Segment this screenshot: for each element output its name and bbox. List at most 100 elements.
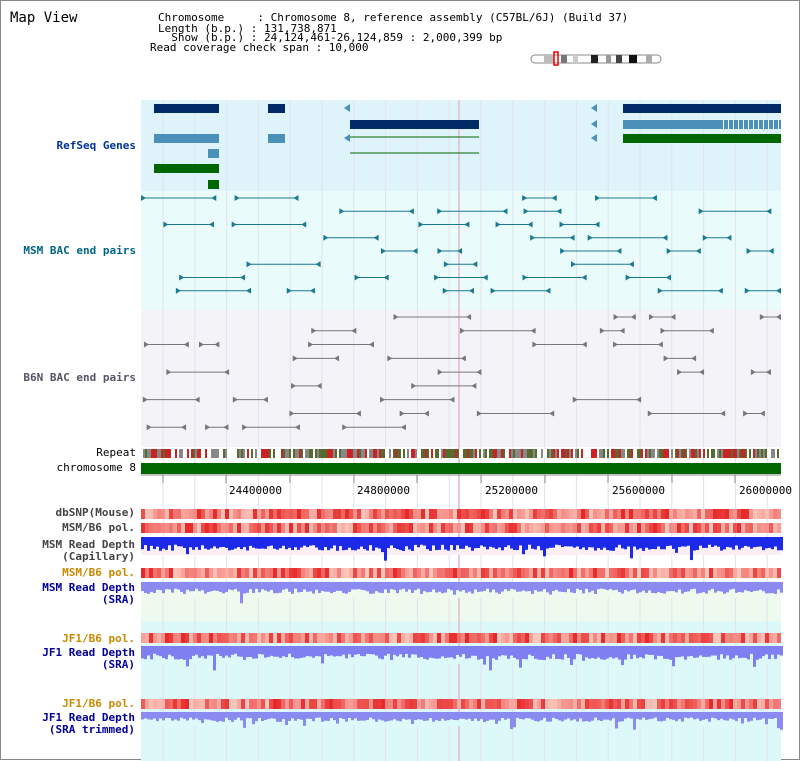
depth-bar [672,537,675,549]
depth-bar [141,712,144,720]
depth-bar [216,712,219,722]
depth-bar [231,537,234,550]
depth-bar [519,712,522,719]
depth-bar [198,582,201,592]
depth-bar [717,712,720,721]
depth-bar [504,712,507,720]
depth-bar [519,582,522,592]
depth-bar [585,646,588,658]
depth-bar [165,582,168,590]
depth-bar [603,582,606,590]
b6n-bac-pairs-track[interactable] [142,314,781,431]
depth-bar [483,537,486,547]
depth-bar [411,582,414,593]
depth-bar [558,646,561,659]
depth-bar [744,712,747,719]
depth-bar [711,537,714,548]
depth-bar [720,537,723,551]
refseq-strand-arrow [591,104,597,112]
depth-bar [753,582,756,591]
depth-bar [582,646,585,661]
depth-bar [252,537,255,548]
depth-bar [336,537,339,551]
depth-bar [174,712,177,720]
refseq-genes-track[interactable] [154,104,781,189]
depth-bar [309,712,312,719]
depth-bar [456,646,459,655]
depth-bar [564,712,567,720]
depth-bar [372,582,375,594]
depth-bar [555,646,558,659]
depth-bar [765,712,768,725]
depth-bar [228,582,231,590]
depth-bar [516,537,519,551]
depth-bar [393,537,396,548]
depth-bar [345,537,348,550]
depth-bar [435,582,438,593]
depth-bar [630,712,633,719]
depth-bar [306,582,309,592]
depth-bar [156,537,159,547]
refseq-gene [154,104,219,113]
depth-bar [447,582,450,589]
depth-bar [165,646,168,660]
depth-bar [402,582,405,589]
depth-bar [525,646,528,660]
depth-bar [336,582,339,591]
depth-bar [441,646,444,657]
chromosome-ideogram[interactable] [530,51,662,66]
depth-bar [762,582,765,592]
depth-bar [171,712,174,721]
depth-bar [417,537,420,548]
depth-bar [396,646,399,657]
depth-bar [735,712,738,722]
depth-bar [159,712,162,719]
depth-bar [153,646,156,654]
depth-bar [618,712,621,722]
depth-bar [192,582,195,592]
depth-bar [624,646,627,660]
depth-bar [645,537,648,548]
depth-bar [303,537,306,546]
depth-bar [432,646,435,659]
depth-bar [162,712,165,721]
depth-bar [318,582,321,593]
depth-bar [564,646,567,655]
depth-bar [540,712,543,721]
depth-bar [570,646,573,665]
depth-bar [165,537,168,550]
depth-bar [405,712,408,720]
depth-bar [693,646,696,658]
depth-bar [333,646,336,657]
msm-bac-pairs-track[interactable] [141,195,781,294]
depth-bar [420,712,423,720]
depth-bar [264,582,267,591]
depth-bar [771,537,774,550]
depth-bar [738,712,741,719]
depth-bar [522,537,525,555]
depth-bar [438,537,441,550]
depth-bar [183,537,186,548]
depth-bar [240,646,243,657]
depth-bar [498,582,501,594]
depth-bar [579,712,582,719]
depth-bar [153,712,156,719]
depth-bar [630,582,633,591]
depth-bar [567,537,570,547]
depth-bar [654,646,657,660]
depth-bar [654,712,657,718]
depth-bar [633,537,636,547]
depth-bar [240,582,243,604]
depth-bar [192,537,195,550]
depth-bar [642,537,645,551]
depth-bar [408,646,411,658]
depth-bar [756,646,759,660]
depth-bar [435,712,438,721]
axis-tick-label: 26000000 [739,484,792,497]
depth-bar [270,582,273,590]
depth-bar [399,646,402,655]
depth-bar [549,712,552,722]
position-axis [141,474,781,483]
depth-bar [375,537,378,548]
